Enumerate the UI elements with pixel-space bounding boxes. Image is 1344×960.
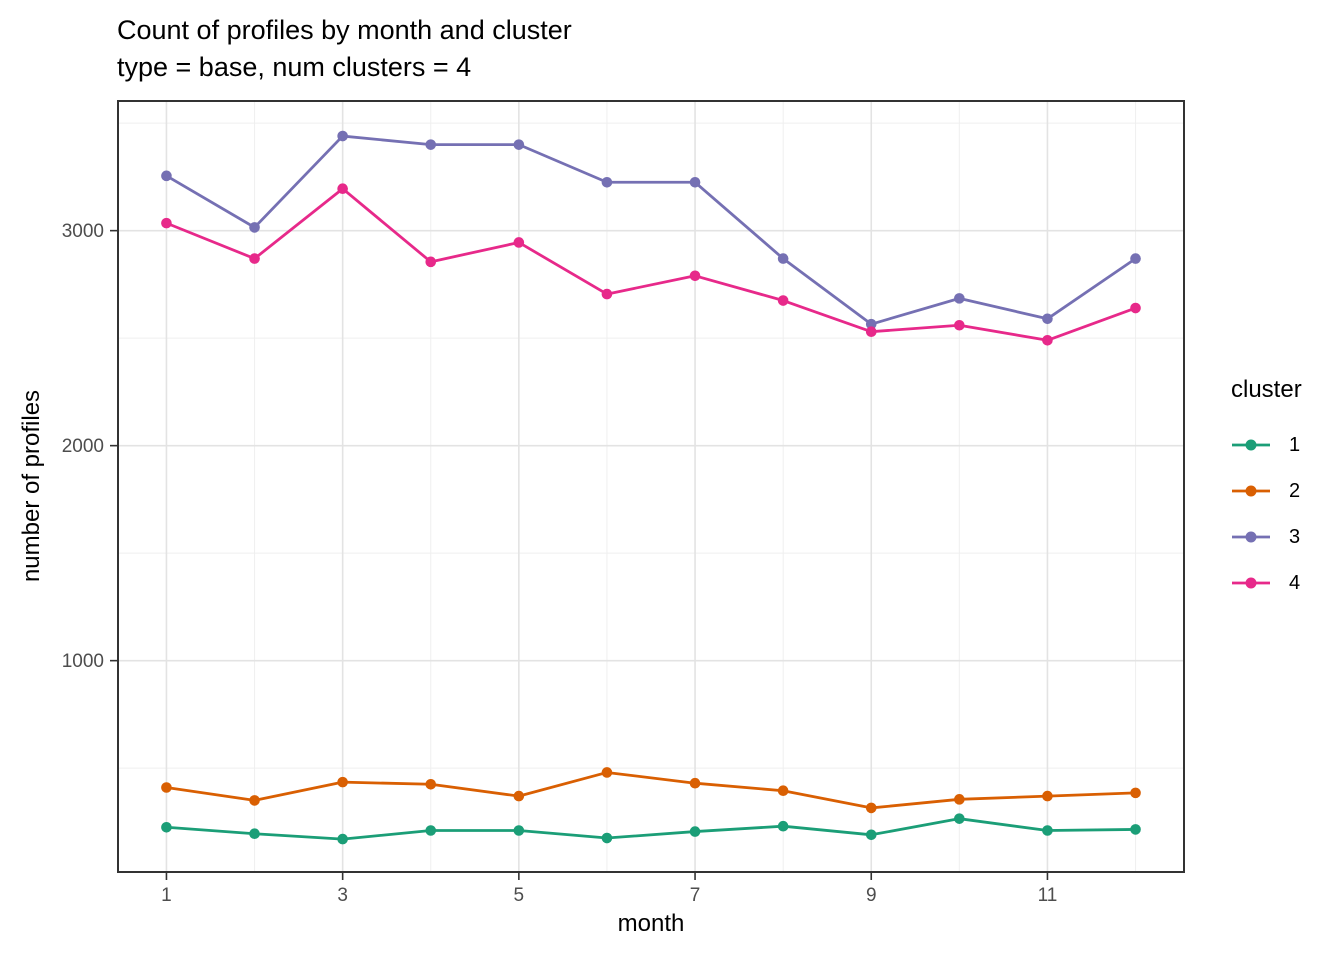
point-cluster-3-month-9: [865, 318, 877, 330]
point-cluster-2-month-1: [161, 782, 172, 793]
point-cluster-3-month-10: [954, 293, 965, 304]
point-cluster-1-month-6: [601, 832, 613, 844]
point-cluster-4-month-8: [777, 295, 789, 306]
point-cluster-4-month-7: [689, 270, 701, 282]
legend-key-icon: [1232, 439, 1270, 451]
legend-key-icon: [1232, 485, 1270, 497]
legend-entry-label: 2: [1289, 479, 1301, 502]
point-cluster-3-month-1: [161, 170, 172, 182]
point-cluster-1-month-10: [954, 813, 965, 824]
point-cluster-2-month-6: [601, 767, 613, 778]
point-cluster-3-month-12: [1130, 253, 1141, 264]
point-cluster-4-month-1: [161, 217, 172, 229]
point-cluster-1-month-11: [1042, 825, 1053, 836]
chart-title: Count of profiles by month and cluster t…: [117, 12, 572, 86]
point-cluster-2-month-3: [337, 776, 348, 788]
point-cluster-4-month-2: [249, 253, 260, 264]
x-tick-label-3: 3: [337, 885, 348, 906]
point-cluster-2-month-11: [1042, 790, 1053, 802]
point-cluster-2-month-4: [425, 778, 437, 790]
legend-key-icon: [1232, 577, 1270, 589]
point-cluster-1-month-4: [425, 825, 437, 836]
legend-entry-2: 2: [1231, 468, 1302, 514]
chart-title-line2: type = base, num clusters = 4: [117, 52, 472, 82]
point-cluster-1-month-1: [161, 821, 172, 833]
legend-title: cluster: [1231, 376, 1302, 403]
point-cluster-3-month-6: [601, 176, 613, 188]
point-cluster-4-month-11: [1042, 334, 1053, 346]
point-cluster-3-month-3: [337, 130, 348, 142]
y-tick-label-3000: 3000: [62, 221, 104, 242]
y-tick-label-2000: 2000: [62, 436, 104, 457]
point-cluster-2-month-8: [777, 785, 789, 797]
x-tick-label-9: 9: [866, 885, 877, 906]
point-cluster-2-month-7: [689, 777, 701, 789]
point-cluster-1-month-7: [689, 826, 701, 837]
x-axis-title: month: [617, 910, 685, 937]
point-cluster-1-month-3: [337, 833, 348, 845]
point-cluster-3-month-2: [249, 222, 260, 233]
point-cluster-1-month-12: [1130, 824, 1141, 835]
x-tick-label-5: 5: [514, 885, 525, 906]
legend-entry-label: 3: [1289, 525, 1301, 548]
point-cluster-4-month-9: [865, 326, 877, 337]
point-cluster-1-month-9: [865, 829, 877, 841]
point-cluster-4-month-5: [513, 237, 525, 248]
legend-entry-1: 1: [1231, 422, 1302, 468]
point-cluster-4-month-6: [601, 288, 613, 300]
legend-entry-label: 4: [1289, 571, 1301, 594]
point-cluster-4-month-3: [337, 183, 348, 195]
point-cluster-4-month-12: [1130, 302, 1141, 314]
x-tick-label-11: 11: [1038, 885, 1058, 906]
series-line-cluster-2: [165, 771, 1137, 810]
point-cluster-3-month-8: [777, 253, 789, 264]
point-cluster-2-month-10: [954, 794, 965, 805]
series-line-cluster-1: [165, 817, 1137, 841]
point-cluster-4-month-10: [954, 319, 965, 331]
panel-background: [118, 101, 1184, 872]
panel-border: [117, 100, 1185, 873]
series-line-cluster-3: [165, 134, 1137, 326]
point-cluster-4-month-4: [425, 256, 437, 268]
legend-entry-label: 1: [1289, 433, 1301, 456]
legend-entry-4: 4: [1231, 560, 1302, 606]
legend-rows: 1 2 3 4: [1231, 422, 1302, 606]
point-cluster-3-month-5: [513, 139, 525, 150]
legend: cluster 1 2 3 4: [1231, 376, 1302, 606]
y-axis-title: number of profiles: [18, 389, 45, 583]
point-cluster-3-month-11: [1042, 313, 1053, 325]
y-tick-label-1000: 1000: [62, 651, 104, 672]
point-cluster-3-month-7: [689, 176, 701, 188]
point-cluster-2-month-2: [249, 795, 260, 806]
series-line-cluster-4: [165, 187, 1137, 342]
x-tick-label-7: 7: [690, 885, 701, 906]
chart-title-line1: Count of profiles by month and cluster: [117, 15, 572, 45]
legend-key-icon: [1232, 531, 1270, 543]
point-cluster-2-month-12: [1130, 787, 1141, 799]
point-cluster-1-month-5: [513, 825, 525, 836]
legend-entry-3: 3: [1231, 514, 1302, 560]
point-cluster-3-month-4: [425, 139, 437, 150]
point-cluster-1-month-8: [777, 820, 789, 832]
x-tick-label-1: 1: [161, 885, 172, 906]
point-cluster-2-month-5: [513, 790, 525, 802]
point-cluster-2-month-9: [865, 802, 877, 814]
point-cluster-1-month-2: [249, 828, 260, 840]
